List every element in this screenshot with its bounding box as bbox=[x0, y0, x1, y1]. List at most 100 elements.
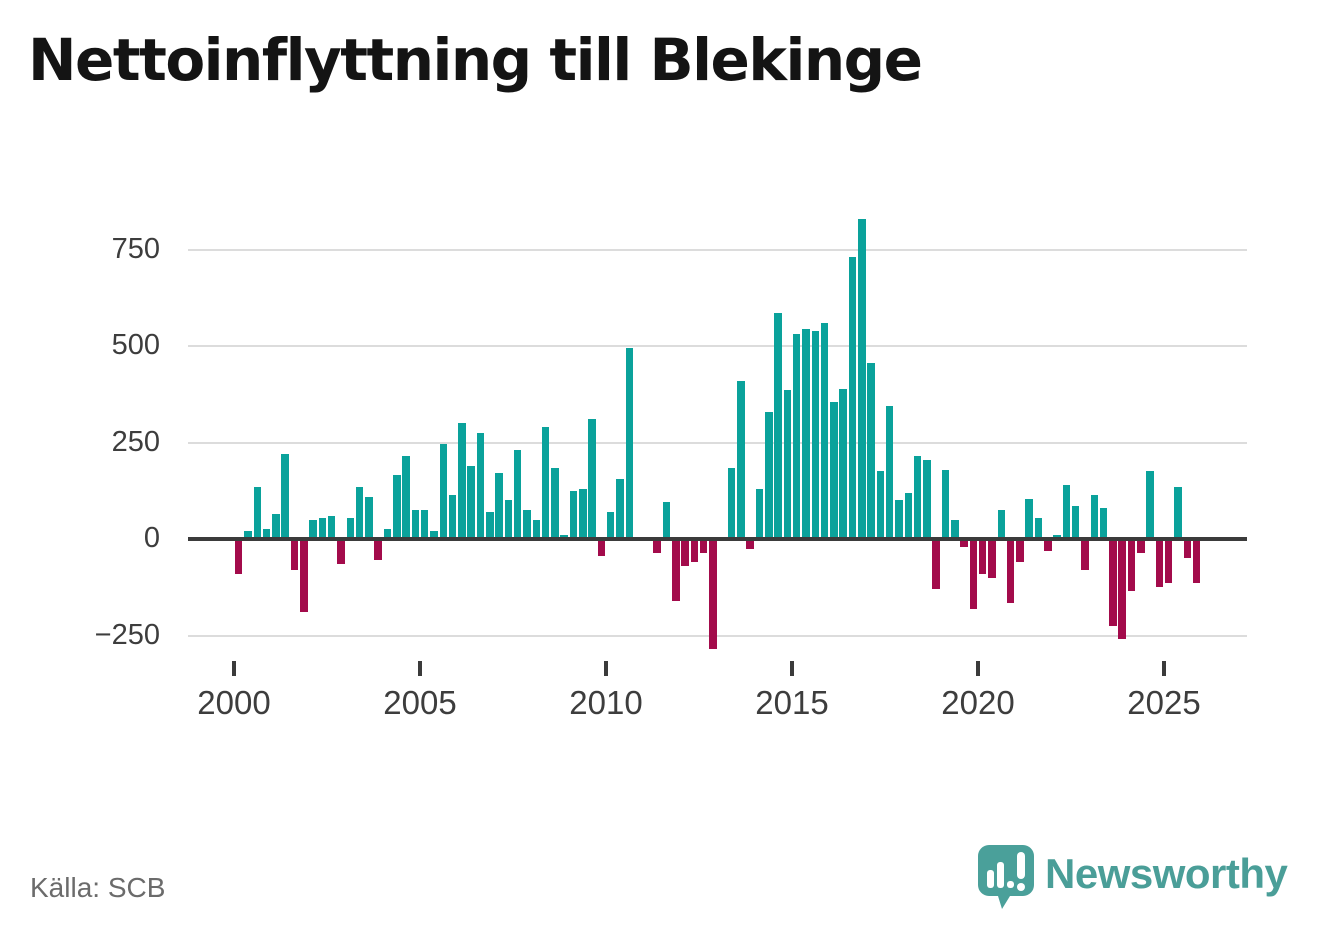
bar-quarter-2007q3 bbox=[513, 450, 522, 539]
bar-quarter-2016q2 bbox=[839, 388, 847, 539]
bar-quarter-2014q2 bbox=[765, 411, 773, 539]
chart-title: Nettoinflyttning till Blekinge bbox=[28, 26, 923, 94]
bar-quarter-2023q3 bbox=[1109, 539, 1117, 626]
bar-quarter-2024q4 bbox=[1155, 539, 1164, 588]
newsworthy-logo-icon bbox=[978, 845, 1034, 909]
bar-quarter-2020q4 bbox=[1006, 539, 1015, 603]
bar-quarter-2022q4 bbox=[1081, 539, 1089, 570]
bar-quarter-2008q2 bbox=[541, 427, 550, 539]
bar-quarter-2012q3 bbox=[699, 539, 708, 553]
bar-quarter-2005q4 bbox=[448, 494, 457, 539]
bar-quarter-2016q1 bbox=[830, 402, 838, 539]
bar-quarter-2018q2 bbox=[913, 456, 922, 539]
bar-quarter-2022q2 bbox=[1062, 485, 1071, 539]
bar-quarter-2006q1 bbox=[458, 423, 466, 539]
bar-quarter-2009q1 bbox=[569, 490, 578, 540]
x-axis-tick bbox=[976, 661, 980, 676]
bar-quarter-2024q2 bbox=[1137, 539, 1145, 553]
bar-quarter-2002q3 bbox=[327, 515, 336, 539]
x-axis-tick-label: 2010 bbox=[569, 684, 643, 721]
bar-quarter-2003q4 bbox=[374, 539, 382, 561]
bar-quarter-2007q2 bbox=[504, 500, 513, 539]
bar-quarter-2011q2 bbox=[653, 539, 661, 553]
y-axis-tick-label: −250 bbox=[94, 618, 160, 651]
bar-quarter-2011q4 bbox=[672, 539, 680, 601]
y-axis-tick-label: 750 bbox=[111, 232, 160, 265]
bar-quarter-2019q3 bbox=[960, 539, 968, 547]
bar-quarter-2008q3 bbox=[551, 467, 559, 539]
bar-quarter-2012q1 bbox=[681, 539, 689, 566]
bar-quarter-2019q2 bbox=[951, 519, 959, 539]
y-axis-tick-label: 500 bbox=[111, 329, 160, 361]
y-axis-tick-label: 250 bbox=[111, 425, 160, 458]
bar-quarter-2023q4 bbox=[1118, 539, 1126, 640]
bar-quarter-2013q2 bbox=[727, 467, 736, 539]
bar-quarter-2009q4 bbox=[597, 539, 606, 557]
bar-quarter-2000q1 bbox=[234, 539, 243, 574]
bar-quarter-2005q1 bbox=[420, 510, 429, 539]
bar-quarter-2001q2 bbox=[281, 454, 289, 539]
bar-quarter-2007q4 bbox=[523, 510, 531, 539]
gridline bbox=[188, 345, 1247, 347]
bar-quarter-2016q3 bbox=[848, 257, 857, 539]
bar-quarter-2012q4 bbox=[709, 539, 717, 649]
gridline bbox=[188, 248, 1247, 251]
bar-quarter-2014q4 bbox=[783, 390, 792, 539]
x-axis-tick-label: 2000 bbox=[197, 684, 271, 721]
bar-quarter-2021q4 bbox=[1044, 539, 1052, 551]
bar-quarter-2020q1 bbox=[978, 539, 987, 574]
bar-quarter-2023q1 bbox=[1090, 494, 1098, 539]
bar-quarter-2003q2 bbox=[355, 486, 364, 539]
bar-quarter-2001q1 bbox=[272, 513, 280, 539]
bar-quarter-2006q2 bbox=[467, 465, 475, 539]
bar-quarter-2009q2 bbox=[579, 488, 587, 539]
newsworthy-logo: Newsworthy bbox=[975, 842, 1305, 912]
bar-quarter-2000q3 bbox=[253, 486, 261, 539]
bar-quarter-2004q2 bbox=[393, 475, 401, 539]
bar-quarter-2016q4 bbox=[858, 218, 866, 539]
bar-quarter-2003q3 bbox=[365, 496, 373, 539]
bar-quarter-2003q1 bbox=[346, 517, 354, 539]
x-axis-tick bbox=[418, 661, 422, 676]
bar-quarter-2019q1 bbox=[941, 469, 950, 539]
newsworthy-logo-text: Newsworthy bbox=[1045, 850, 1288, 897]
bar-quarter-2018q3 bbox=[923, 459, 931, 539]
bar-quarter-2001q4 bbox=[300, 539, 308, 613]
bar-quarter-2012q2 bbox=[690, 539, 699, 563]
bar-quarter-2015q1 bbox=[792, 334, 801, 539]
bar-quarter-2023q2 bbox=[1099, 508, 1108, 539]
bar-quarter-2025q4 bbox=[1192, 539, 1201, 584]
x-axis-tick-label: 2015 bbox=[755, 684, 829, 721]
bar-quarter-2010q1 bbox=[606, 512, 615, 539]
bar-quarter-2025q2 bbox=[1174, 486, 1182, 539]
bar-quarter-2005q2 bbox=[430, 531, 438, 539]
bar-quarter-2014q1 bbox=[755, 488, 764, 539]
bar-quarter-2017q4 bbox=[895, 500, 903, 539]
bar-quarter-2011q3 bbox=[662, 502, 671, 539]
bar-quarter-2002q2 bbox=[318, 517, 327, 539]
bar-quarter-2022q3 bbox=[1071, 506, 1080, 539]
bar-quarter-2002q1 bbox=[309, 519, 317, 539]
x-axis-tick bbox=[604, 661, 608, 676]
bar-quarter-2021q2 bbox=[1025, 498, 1033, 539]
bar-quarter-2017q2 bbox=[876, 471, 885, 539]
bar-quarter-2020q3 bbox=[997, 510, 1005, 539]
bar-quarter-2015q4 bbox=[820, 322, 829, 539]
bar-quarter-2006q3 bbox=[476, 432, 485, 540]
x-axis-tick-label: 2020 bbox=[941, 684, 1015, 721]
bar-quarter-2004q1 bbox=[383, 529, 392, 540]
bar-quarter-2004q3 bbox=[402, 456, 410, 539]
bar-quarter-2025q1 bbox=[1164, 539, 1173, 584]
bar-quarter-2019q4 bbox=[969, 539, 978, 609]
bar-quarter-2013q4 bbox=[746, 539, 754, 549]
bar-quarter-2021q1 bbox=[1016, 539, 1024, 563]
bar-quarter-2018q1 bbox=[904, 492, 912, 539]
bar-quarter-2015q3 bbox=[811, 330, 819, 539]
bar-quarter-2014q3 bbox=[774, 313, 782, 539]
bar-quarter-2018q4 bbox=[932, 539, 940, 590]
bar-quarter-2001q3 bbox=[290, 539, 299, 570]
y-axis-tick-label: 0 bbox=[143, 522, 160, 554]
bar-quarter-2010q2 bbox=[616, 479, 624, 539]
bar-quarter-2025q3 bbox=[1183, 539, 1191, 559]
